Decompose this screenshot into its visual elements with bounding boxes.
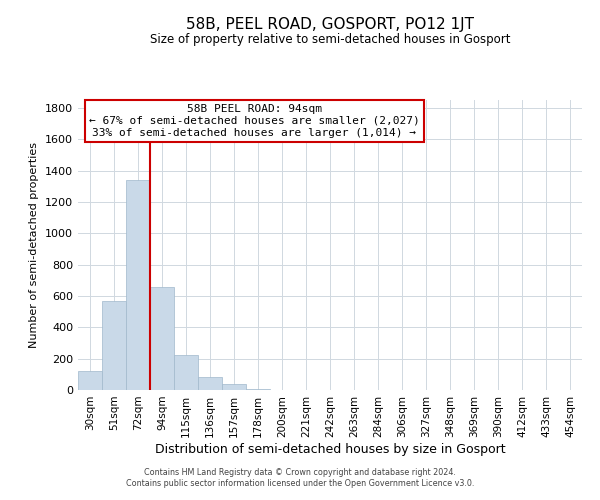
X-axis label: Distribution of semi-detached houses by size in Gosport: Distribution of semi-detached houses by …	[155, 442, 505, 456]
Bar	[198, 378, 222, 390]
Y-axis label: Number of semi-detached properties: Number of semi-detached properties	[29, 142, 40, 348]
Bar	[246, 389, 270, 390]
Bar	[174, 354, 198, 390]
Text: Contains HM Land Registry data © Crown copyright and database right 2024.
Contai: Contains HM Land Registry data © Crown c…	[126, 468, 474, 487]
Bar	[102, 300, 126, 390]
Text: 58B PEEL ROAD: 94sqm
← 67% of semi-detached houses are smaller (2,027)
33% of se: 58B PEEL ROAD: 94sqm ← 67% of semi-detac…	[89, 104, 420, 138]
Bar	[222, 384, 246, 390]
Bar	[150, 286, 174, 390]
Text: Size of property relative to semi-detached houses in Gosport: Size of property relative to semi-detach…	[150, 32, 510, 46]
Bar	[126, 180, 150, 390]
Text: 58B, PEEL ROAD, GOSPORT, PO12 1JT: 58B, PEEL ROAD, GOSPORT, PO12 1JT	[186, 18, 474, 32]
Bar	[78, 371, 102, 390]
